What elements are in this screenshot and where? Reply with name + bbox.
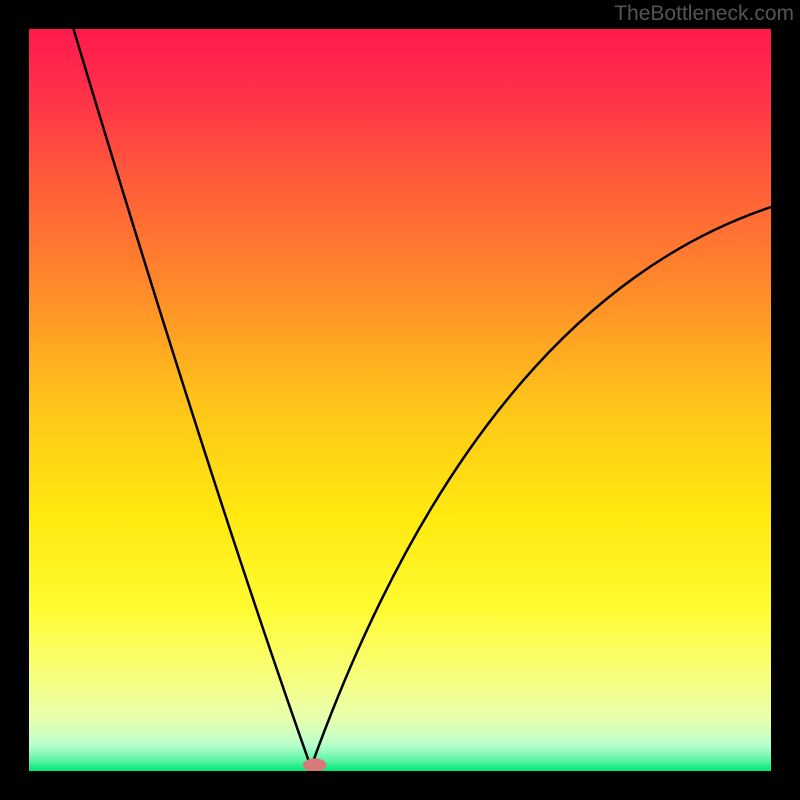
watermark-label: TheBottleneck.com bbox=[614, 2, 794, 26]
plot-area bbox=[29, 29, 771, 771]
gradient-background bbox=[29, 29, 771, 771]
chart-container: TheBottleneck.com bbox=[0, 0, 800, 800]
